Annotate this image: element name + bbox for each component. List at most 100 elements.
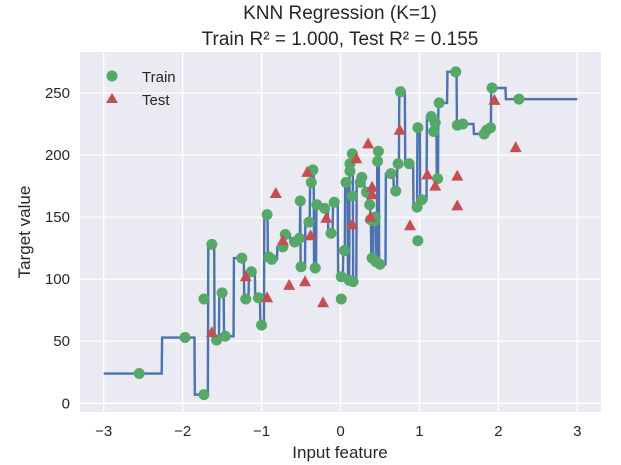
- train-point: [309, 262, 321, 274]
- train-point: [179, 332, 191, 344]
- y-tick-label: 200: [45, 147, 70, 164]
- x-axis-label: Input feature: [292, 443, 387, 462]
- train-point: [513, 93, 525, 105]
- test-point: [283, 278, 296, 290]
- train-point: [433, 97, 445, 109]
- train-point: [294, 195, 306, 207]
- test-point: [299, 275, 311, 287]
- chart-title-line-2: Train R² = 1.000, Test R² = 0.155: [202, 29, 479, 50]
- train-point: [403, 158, 415, 170]
- train-point: [303, 216, 315, 228]
- y-tick-label: 100: [45, 271, 70, 288]
- test-point: [451, 169, 464, 181]
- x-tick-label: −2: [174, 423, 191, 440]
- train-point: [364, 199, 376, 211]
- train-point: [450, 66, 462, 78]
- test-point: [404, 219, 416, 231]
- train-point: [372, 145, 384, 157]
- train-point: [319, 202, 331, 214]
- legend-train-label: Train: [142, 69, 176, 86]
- train-point: [392, 158, 404, 170]
- train-point: [328, 196, 340, 208]
- x-tick-label: −1: [253, 423, 270, 440]
- train-point: [240, 293, 252, 305]
- train-point: [256, 319, 268, 331]
- y-tick-label: 0: [62, 395, 70, 412]
- legend-train-marker: [106, 70, 118, 82]
- train-points: [133, 66, 525, 401]
- train-point: [484, 122, 496, 134]
- test-point: [362, 137, 375, 149]
- train-point: [295, 261, 307, 273]
- test-point: [366, 188, 379, 200]
- test-point: [346, 218, 359, 230]
- test-point: [451, 199, 464, 211]
- train-point: [252, 292, 264, 304]
- y-axis-label: Target value: [15, 186, 34, 279]
- train-point: [457, 118, 469, 130]
- test-point: [421, 168, 434, 180]
- train-point: [428, 125, 440, 137]
- y-tick-label: 150: [45, 209, 70, 226]
- test-point: [366, 180, 379, 192]
- y-tick-label: 250: [45, 85, 70, 102]
- test-point: [304, 229, 317, 241]
- legend: Train Test: [106, 69, 176, 109]
- test-point: [350, 152, 363, 164]
- legend-test-label: Test: [142, 92, 170, 109]
- chart-title-line-1: KNN Regression (K=1): [243, 3, 437, 24]
- train-point: [338, 245, 350, 257]
- train-point: [347, 276, 359, 288]
- train-point: [325, 227, 337, 239]
- train-point: [486, 82, 498, 94]
- train-point: [261, 209, 273, 221]
- test-point: [320, 211, 333, 223]
- x-tick-label: 3: [573, 423, 581, 440]
- train-point: [394, 86, 406, 98]
- x-tick-label: 1: [415, 423, 423, 440]
- train-point: [412, 235, 424, 247]
- test-point: [364, 210, 377, 222]
- x-tick-label: 0: [336, 423, 344, 440]
- test-point: [509, 141, 522, 153]
- test-point: [276, 234, 289, 246]
- train-point: [335, 293, 347, 305]
- test-point: [269, 187, 282, 198]
- y-tick-label: 50: [53, 333, 70, 350]
- test-point: [429, 179, 442, 191]
- train-point: [305, 176, 317, 188]
- legend-test-marker: [106, 93, 118, 103]
- test-point: [239, 270, 252, 282]
- train-point: [344, 165, 356, 177]
- train-point: [219, 330, 231, 342]
- test-points: [205, 93, 522, 338]
- train-point: [416, 194, 428, 206]
- train-point: [266, 253, 278, 265]
- train-point: [340, 176, 352, 188]
- train-point: [211, 334, 223, 346]
- train-point: [372, 155, 384, 167]
- train-point: [390, 185, 402, 197]
- test-point: [205, 326, 218, 338]
- train-point: [412, 122, 424, 134]
- train-point: [429, 117, 441, 129]
- x-tick-label: −3: [95, 423, 112, 440]
- train-point: [374, 258, 386, 270]
- test-point: [488, 93, 501, 105]
- train-point: [293, 232, 305, 244]
- test-point: [317, 296, 330, 308]
- test-point: [393, 123, 406, 135]
- train-point: [206, 238, 218, 250]
- x-tick-label: 2: [494, 423, 502, 440]
- tick-labels: −3 −2 −1 0 1 2 3 0 50 100 150 200 250: [45, 85, 582, 440]
- train-point: [346, 190, 358, 202]
- train-point: [216, 287, 228, 299]
- train-point: [198, 293, 210, 305]
- train-point: [356, 171, 368, 183]
- test-point: [261, 291, 274, 303]
- train-point: [198, 389, 210, 401]
- train-point: [385, 168, 397, 180]
- test-point: [301, 165, 314, 177]
